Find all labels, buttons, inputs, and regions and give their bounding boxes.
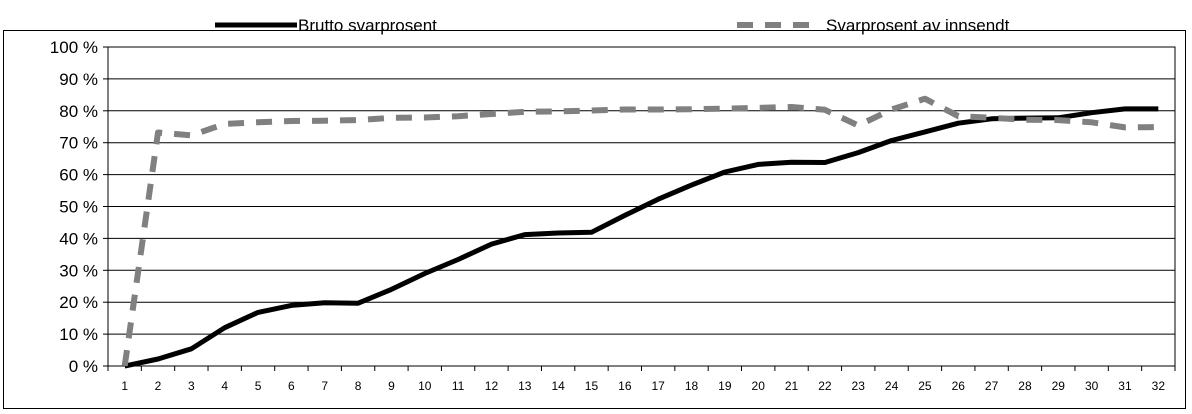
x-tick-label: 20 [752, 379, 766, 393]
x-tick-label: 12 [485, 379, 499, 393]
y-tick-label: 90 % [59, 70, 98, 89]
x-tick-label: 9 [388, 379, 395, 393]
x-tick-label: 32 [1152, 379, 1166, 393]
x-tick-label: 22 [818, 379, 832, 393]
x-tick-label: 24 [885, 379, 899, 393]
x-tick-label: 14 [551, 379, 565, 393]
y-tick-label: 20 % [59, 293, 98, 312]
x-tick-label: 5 [255, 379, 262, 393]
x-tick-label: 31 [1118, 379, 1132, 393]
chart-frame [3, 30, 1186, 409]
x-tick-label: 23 [852, 379, 866, 393]
x-tick-label: 18 [685, 379, 699, 393]
x-tick-label: 26 [952, 379, 966, 393]
x-tick-label: 17 [651, 379, 665, 393]
y-tick-label: 100 % [50, 38, 98, 57]
x-tick-label: 30 [1085, 379, 1099, 393]
y-tick-label: 50 % [59, 198, 98, 217]
legend-label-1: Brutto svarprosent [298, 16, 437, 35]
x-tick-label: 2 [155, 379, 162, 393]
x-tick-label: 11 [452, 379, 465, 393]
y-tick-label: 10 % [59, 325, 98, 344]
y-tick-label: 40 % [59, 229, 98, 248]
y-tick-label: 0 % [69, 357, 98, 376]
x-tick-label: 27 [985, 379, 999, 393]
x-tick-label: 16 [618, 379, 632, 393]
x-tick-label: 10 [418, 379, 432, 393]
x-tick-label: 25 [918, 379, 932, 393]
x-tick-label: 4 [221, 379, 228, 393]
y-tick-label: 80 % [59, 102, 98, 121]
y-tick-label: 30 % [59, 261, 98, 280]
x-tick-label: 19 [718, 379, 732, 393]
x-tick-label: 15 [585, 379, 599, 393]
x-tick-label: 21 [785, 379, 799, 393]
x-tick-label: 29 [1052, 379, 1066, 393]
y-tick-label: 70 % [59, 134, 98, 153]
x-tick-label: 3 [188, 379, 195, 393]
x-tick-label: 8 [355, 379, 362, 393]
x-tick-label: 13 [518, 379, 532, 393]
series-line-2 [121, 95, 1159, 367]
x-tick-label: 7 [321, 379, 328, 393]
x-tick-label: 6 [288, 379, 295, 393]
y-tick-label: 60 % [59, 166, 98, 185]
x-tick-label: 1 [121, 379, 128, 393]
legend-label-2: Svarprosent av innsendt [826, 16, 1010, 35]
x-tick-label: 28 [1018, 379, 1032, 393]
